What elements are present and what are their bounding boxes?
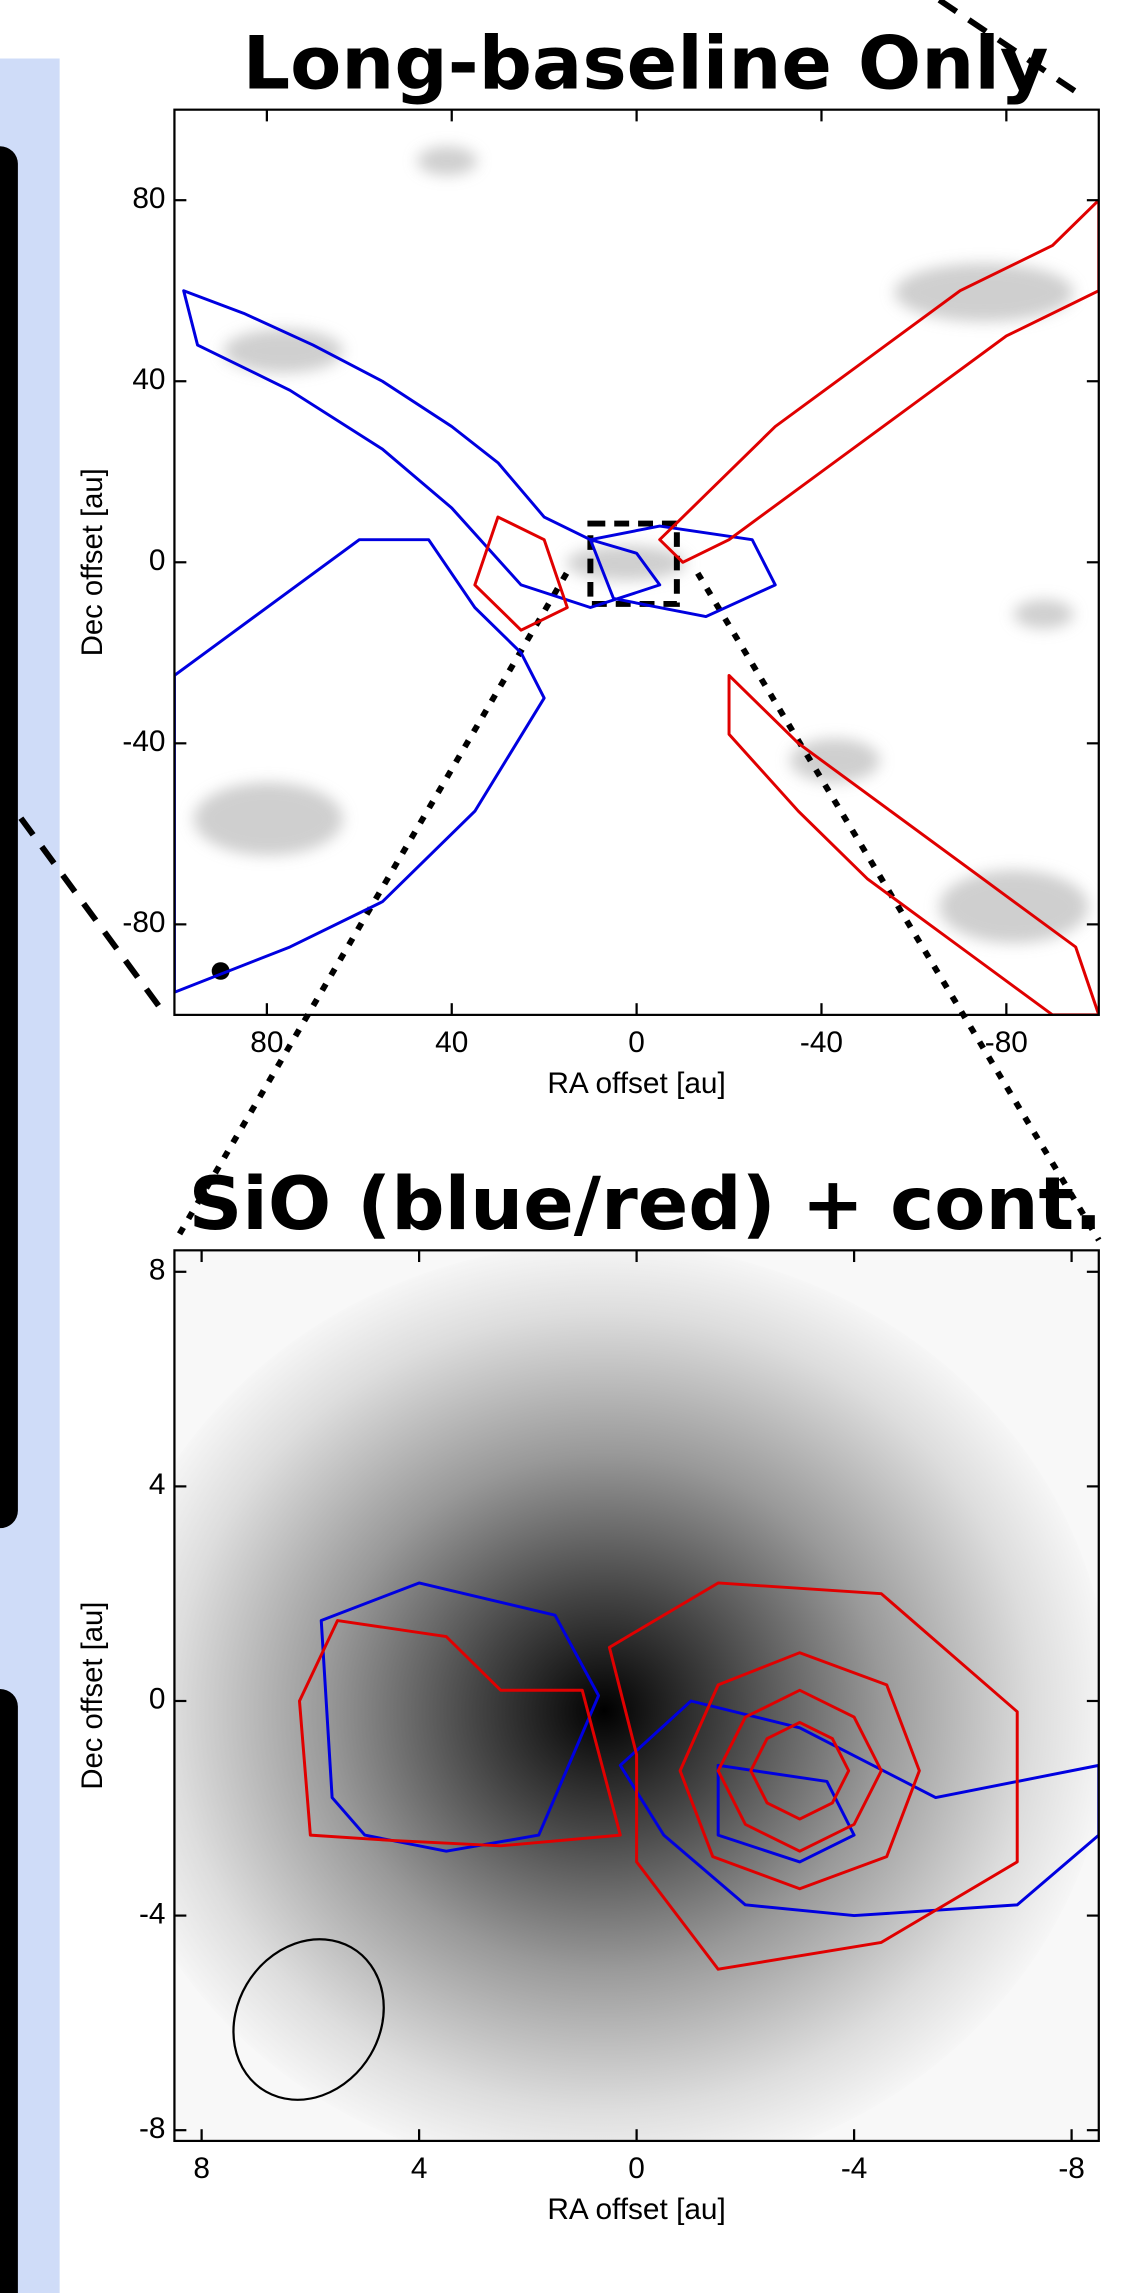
contour xyxy=(607,1581,1019,1971)
x-tick-label: 40 xyxy=(435,1026,468,1059)
x-tick-label: 4 xyxy=(411,2152,428,2185)
chart-title: SiO (blue/red) + cont. xyxy=(189,1162,1103,1247)
y-axis-label: Dec offset [au] xyxy=(76,1602,109,1790)
x-tick-label: -40 xyxy=(800,1026,843,1059)
beam xyxy=(232,1938,385,2101)
y-tick-label: 4 xyxy=(149,1468,166,1501)
contour xyxy=(588,524,777,619)
contour xyxy=(298,1619,622,1848)
y-tick-label: -8 xyxy=(139,2112,166,2145)
contour xyxy=(678,1651,921,1891)
x-tick-label: 0 xyxy=(628,1026,645,1059)
x-tick-label: 0 xyxy=(628,2152,645,2185)
x-tick-label: -80 xyxy=(985,1026,1028,1059)
plot-area xyxy=(298,1581,1099,1971)
contour xyxy=(727,673,1099,1015)
chart-title: Long-baseline Only xyxy=(243,21,1049,106)
x-tick-label: -8 xyxy=(1058,2152,1085,2185)
contour xyxy=(174,538,546,994)
connector xyxy=(0,0,1102,1242)
x-axis-label: RA offset [au] xyxy=(547,2193,725,2226)
contour xyxy=(716,1688,883,1853)
x-tick-label: 80 xyxy=(250,1026,283,1059)
side-panel xyxy=(0,1689,18,2293)
x-tick-label: -4 xyxy=(841,2152,868,2185)
y-tick-label: 80 xyxy=(132,182,165,215)
contour xyxy=(473,515,569,632)
y-tick-label: 0 xyxy=(149,544,166,577)
y-tick-label: -80 xyxy=(122,906,165,939)
y-tick-label: 8 xyxy=(149,1254,166,1287)
x-tick-label: 8 xyxy=(193,2152,210,2185)
y-axis-label: Dec offset [au] xyxy=(76,468,109,656)
contour xyxy=(749,1720,851,1821)
contour xyxy=(716,1763,856,1864)
contour xyxy=(618,1699,1099,1918)
contour xyxy=(182,289,662,610)
plot-area xyxy=(174,198,1099,1015)
side-panel xyxy=(0,146,18,1529)
emission-background xyxy=(174,109,1099,1015)
zoom-box xyxy=(587,520,680,607)
y-tick-label: -4 xyxy=(139,1898,166,1931)
continuum-background xyxy=(174,1250,1099,2141)
y-tick-label: 0 xyxy=(149,1683,166,1716)
contour xyxy=(658,198,1099,564)
y-tick-label: -40 xyxy=(122,725,165,758)
y-tick-label: 40 xyxy=(132,363,165,396)
x-axis-label: RA offset [au] xyxy=(547,1067,725,1100)
